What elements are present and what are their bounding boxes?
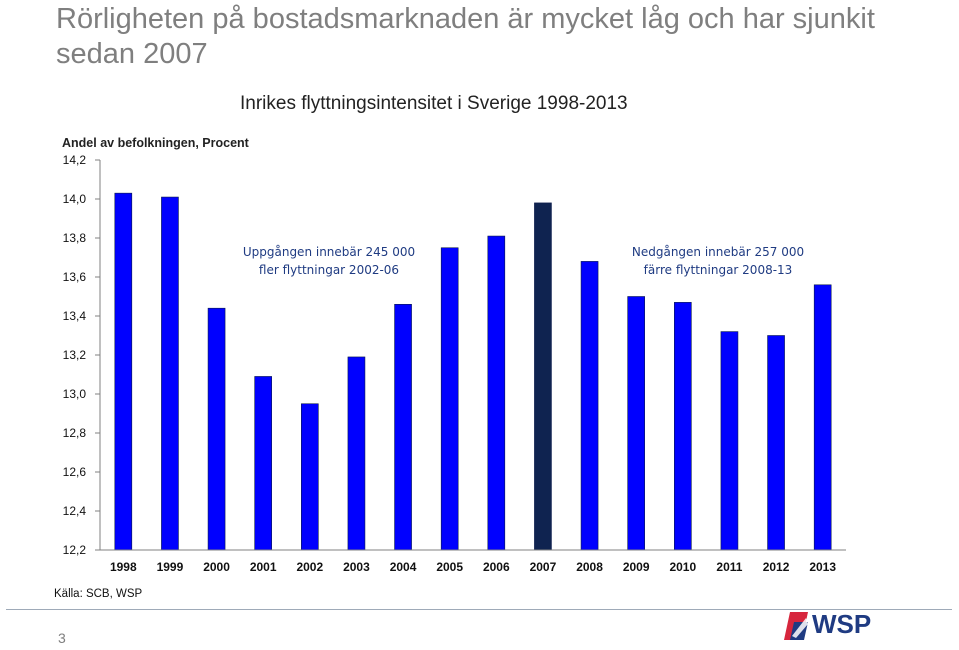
footer-divider [6, 609, 952, 610]
x-tick-label: 2010 [669, 560, 696, 574]
bar-2011 [720, 331, 739, 551]
bar-2006 [487, 235, 506, 551]
bars [114, 192, 832, 551]
bar-2013 [813, 284, 832, 551]
y-tick-label: 12,4 [63, 504, 87, 518]
y-tick-label: 14,2 [63, 153, 87, 167]
annotation-rise-line1: Uppgången innebär 245 000 [243, 245, 415, 259]
x-tick-label: 2002 [296, 560, 323, 574]
chart-title: Inrikes flyttningsintensitet i Sverige 1… [240, 93, 628, 114]
annotation-fall-line1: Nedgången innebär 257 000 [632, 245, 804, 259]
bar-2007 [534, 202, 552, 551]
x-tick-label: 2003 [343, 560, 370, 574]
x-axis: 1998 1999 2000 2001 2002 2003 2004 2005 2006 2007… [100, 549, 846, 574]
y-tick-label: 13,0 [63, 387, 87, 401]
bar-2005 [440, 247, 459, 551]
x-tick-label: 2007 [530, 560, 557, 574]
x-tick-label: 2011 [716, 560, 742, 574]
y-tick-label: 13,6 [63, 270, 87, 284]
bar-2008 [580, 261, 599, 551]
annotation-rise-line2: fler flyttningar 2002-06 [259, 263, 399, 277]
bar-2003 [347, 356, 366, 551]
y-tick-label: 13,8 [63, 231, 87, 245]
y-tick-label: 12,6 [63, 465, 87, 479]
bar-1999 [161, 196, 179, 551]
y-tick-label: 12,8 [63, 426, 87, 440]
wsp-logo-icon [784, 612, 808, 640]
x-tick-label: 2004 [390, 560, 417, 574]
annotation-rise: Uppgången innebär 245 000 fler flyttning… [243, 245, 415, 277]
y-tick-label: 14,0 [63, 192, 87, 206]
x-tick-label: 2006 [483, 560, 510, 574]
bar-2000 [207, 307, 226, 551]
bar-2012 [767, 335, 785, 551]
x-tick-label: 1998 [110, 560, 137, 574]
bar-2001 [254, 376, 272, 551]
x-tick-label: 2001 [250, 560, 277, 574]
x-tick-label: 2013 [809, 560, 836, 574]
slide-title: Rörligheten på bostadsmarknaden är mycke… [56, 3, 875, 70]
y-tick-label: 13,4 [63, 309, 87, 323]
bar-2002 [301, 403, 319, 551]
annotation-fall-line2: färre flyttningar 2008-13 [644, 263, 793, 277]
y-tick-label: 13,2 [63, 348, 87, 362]
source-note: Källa: SCB, WSP [54, 588, 143, 600]
bar-2009 [627, 296, 645, 551]
x-tick-label: 2005 [436, 560, 463, 574]
bar-2004 [394, 303, 412, 551]
x-tick-label: 1999 [157, 560, 184, 574]
x-tick-label: 2000 [203, 560, 230, 574]
y-tick-label: 12,2 [63, 543, 87, 557]
y-axis: 12,2 12,4 12,6 12,8 13,0 13,2 13,4 13,6 13,8 14,0… [63, 153, 101, 557]
page-number: 3 [58, 630, 66, 646]
bar-2010 [674, 302, 692, 551]
annotation-fall: Nedgången innebär 257 000 färre flyttnin… [632, 245, 804, 277]
bar-chart: 12,2 12,4 12,6 12,8 13,0 13,2 13,4 13,6 13,8 14,0… [63, 153, 846, 574]
y-axis-label: Andel av befolkningen, Procent [62, 136, 249, 150]
x-tick-label: 2008 [576, 560, 603, 574]
x-tick-label: 2009 [623, 560, 650, 574]
wsp-logo-text: WSP [812, 609, 872, 639]
x-tick-label: 2012 [763, 560, 790, 574]
bar-1998 [114, 192, 133, 551]
